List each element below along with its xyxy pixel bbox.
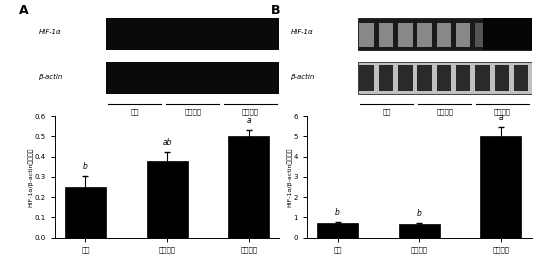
FancyBboxPatch shape <box>358 18 532 50</box>
Text: 正常: 正常 <box>130 108 139 115</box>
Text: β-actin: β-actin <box>290 74 315 80</box>
FancyBboxPatch shape <box>398 65 413 91</box>
Bar <box>65 187 106 238</box>
Text: 正常: 正常 <box>383 108 391 115</box>
FancyBboxPatch shape <box>437 65 451 91</box>
FancyBboxPatch shape <box>494 23 509 47</box>
Bar <box>229 136 269 238</box>
FancyBboxPatch shape <box>456 23 470 47</box>
Text: b: b <box>83 162 88 171</box>
FancyBboxPatch shape <box>475 65 490 91</box>
FancyBboxPatch shape <box>494 65 509 91</box>
Text: ab: ab <box>162 138 172 147</box>
FancyBboxPatch shape <box>379 65 393 91</box>
FancyBboxPatch shape <box>514 65 528 91</box>
Bar <box>317 223 358 238</box>
Text: B: B <box>271 4 281 17</box>
FancyBboxPatch shape <box>418 65 432 91</box>
FancyBboxPatch shape <box>106 62 279 94</box>
FancyBboxPatch shape <box>514 23 528 47</box>
Text: β-actin: β-actin <box>38 74 62 80</box>
FancyBboxPatch shape <box>398 23 413 47</box>
Text: 化学缺氧: 化学缺氧 <box>184 108 201 115</box>
Text: 物理缺氧: 物理缺氧 <box>242 108 259 115</box>
Text: a: a <box>499 114 503 122</box>
Text: A: A <box>19 4 28 17</box>
Bar <box>147 161 187 238</box>
FancyBboxPatch shape <box>359 23 374 47</box>
FancyBboxPatch shape <box>359 65 374 91</box>
Bar <box>481 136 521 238</box>
FancyBboxPatch shape <box>358 62 532 94</box>
FancyBboxPatch shape <box>456 65 470 91</box>
Text: 物理缺氧: 物理缺氧 <box>494 108 511 115</box>
Text: b: b <box>417 209 421 218</box>
FancyBboxPatch shape <box>418 23 432 47</box>
Text: 化学缺氧: 化学缺氧 <box>436 108 453 115</box>
Text: HIF-1α: HIF-1α <box>290 29 313 35</box>
FancyBboxPatch shape <box>379 23 393 47</box>
FancyBboxPatch shape <box>475 23 490 47</box>
Text: b: b <box>335 208 340 217</box>
Text: a: a <box>247 116 251 125</box>
FancyBboxPatch shape <box>106 18 279 50</box>
FancyBboxPatch shape <box>437 23 451 47</box>
Y-axis label: HIF-1α/β-actin相对比値: HIF-1α/β-actin相对比値 <box>287 147 292 207</box>
Bar <box>399 224 439 238</box>
Y-axis label: HIF-1α/β-actin相对比値: HIF-1α/β-actin相对比値 <box>27 147 33 207</box>
FancyBboxPatch shape <box>483 18 532 50</box>
Text: HIF-1α: HIF-1α <box>38 29 61 35</box>
